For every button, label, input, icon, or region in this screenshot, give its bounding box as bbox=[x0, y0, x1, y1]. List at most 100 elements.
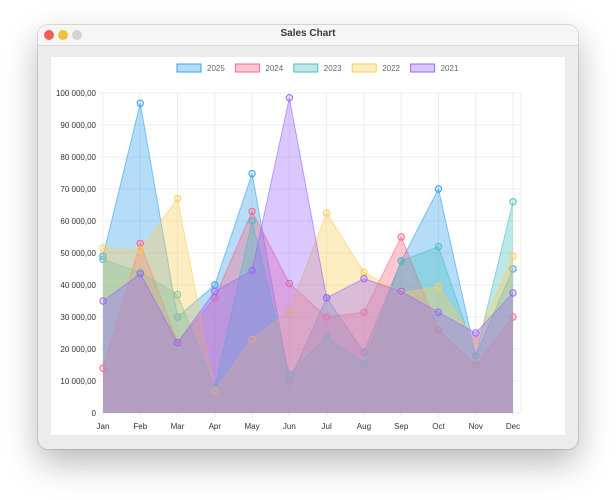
series-2021 bbox=[99, 94, 517, 414]
area-fill-2021 bbox=[103, 97, 513, 414]
legend-item-2022[interactable]: 2022 bbox=[351, 63, 401, 73]
data-point[interactable] bbox=[136, 99, 144, 107]
data-point[interactable] bbox=[360, 348, 368, 356]
data-point[interactable] bbox=[136, 239, 144, 248]
data-point[interactable] bbox=[211, 281, 219, 289]
legend-label: 2022 bbox=[382, 64, 400, 73]
data-point[interactable] bbox=[360, 274, 368, 283]
data-point[interactable] bbox=[360, 359, 368, 368]
y-tick-label: 0 bbox=[92, 409, 97, 418]
legend-swatch bbox=[176, 63, 202, 73]
data-point[interactable] bbox=[509, 265, 517, 273]
data-point[interactable] bbox=[285, 279, 294, 288]
data-point[interactable] bbox=[397, 233, 405, 241]
data-point[interactable] bbox=[285, 306, 294, 315]
chart-grid bbox=[99, 92, 522, 417]
data-point[interactable] bbox=[509, 289, 517, 297]
legend-label: 2023 bbox=[324, 64, 342, 73]
data-point[interactable] bbox=[248, 169, 256, 178]
x-tick-label: May bbox=[245, 422, 260, 431]
legend-item-2024[interactable]: 2024 bbox=[234, 63, 284, 73]
y-tick-label: 70 000,00 bbox=[60, 185, 96, 194]
data-point[interactable] bbox=[173, 338, 182, 347]
data-point[interactable] bbox=[285, 94, 294, 102]
series-2024 bbox=[99, 207, 517, 413]
data-point[interactable] bbox=[472, 361, 480, 369]
data-point[interactable] bbox=[99, 255, 107, 264]
data-point[interactable] bbox=[211, 386, 219, 395]
data-point[interactable] bbox=[173, 194, 182, 203]
data-point[interactable] bbox=[472, 351, 480, 360]
data-point[interactable] bbox=[99, 364, 107, 372]
legend-swatch bbox=[351, 63, 377, 73]
data-point[interactable] bbox=[509, 252, 517, 260]
y-tick-label: 20 000,00 bbox=[60, 345, 96, 354]
legend-label: 2024 bbox=[265, 64, 283, 73]
data-point[interactable] bbox=[285, 370, 294, 379]
data-point[interactable] bbox=[509, 198, 517, 206]
data-point[interactable] bbox=[173, 290, 182, 299]
data-point[interactable] bbox=[360, 308, 368, 316]
data-point[interactable] bbox=[360, 268, 368, 276]
data-point[interactable] bbox=[248, 217, 256, 225]
y-tick-label: 40 000,00 bbox=[60, 281, 96, 290]
chart-legend: 2025 2024 2023 2022 2021 bbox=[176, 63, 459, 73]
title-bar: Sales Chart bbox=[38, 25, 578, 46]
legend-label: 2021 bbox=[441, 64, 459, 73]
data-point[interactable] bbox=[434, 242, 443, 251]
data-point[interactable] bbox=[322, 313, 331, 321]
legend-item-2021[interactable]: 2021 bbox=[410, 63, 459, 73]
data-point[interactable] bbox=[434, 282, 443, 291]
y-tick-label: 100 000,00 bbox=[56, 89, 97, 98]
data-point[interactable] bbox=[434, 326, 443, 334]
area-chart: 0 10 000,00 20 000,00 30 000,00 40 000,00 50 … bbox=[56, 63, 522, 431]
data-point[interactable] bbox=[434, 308, 443, 316]
series-line-2022 bbox=[102, 197, 514, 392]
data-point[interactable] bbox=[509, 313, 517, 321]
legend-swatch bbox=[293, 63, 319, 73]
data-point[interactable] bbox=[322, 209, 331, 217]
area-fill-2024 bbox=[103, 211, 513, 413]
data-point[interactable] bbox=[322, 294, 331, 302]
data-point[interactable] bbox=[211, 287, 219, 296]
series-line-2025 bbox=[102, 103, 514, 383]
legend-item-2025[interactable]: 2025 bbox=[176, 63, 225, 73]
data-point[interactable] bbox=[472, 329, 480, 337]
x-tick-label: Sep bbox=[394, 422, 409, 431]
x-tick-label: Jan bbox=[97, 422, 110, 431]
data-point[interactable] bbox=[322, 332, 331, 340]
data-point[interactable] bbox=[472, 337, 480, 345]
y-tick-label: 60 000,00 bbox=[60, 217, 96, 226]
data-point[interactable] bbox=[397, 287, 405, 296]
x-tick-label: Nov bbox=[469, 422, 483, 431]
close-button[interactable] bbox=[44, 30, 54, 40]
data-point[interactable] bbox=[99, 297, 107, 305]
area-fill-2025 bbox=[103, 103, 513, 414]
legend-label: 2025 bbox=[207, 64, 225, 73]
series-2023 bbox=[99, 198, 517, 413]
data-point[interactable] bbox=[136, 246, 144, 254]
y-tick-label: 30 000,00 bbox=[60, 313, 96, 322]
minimize-button[interactable] bbox=[58, 30, 68, 40]
legend-swatch bbox=[410, 63, 436, 73]
x-tick-label: Aug bbox=[357, 422, 371, 431]
data-point[interactable] bbox=[136, 270, 144, 278]
y-tick-label: 80 000,00 bbox=[60, 153, 96, 162]
data-point[interactable] bbox=[173, 313, 182, 321]
data-point[interactable] bbox=[248, 266, 256, 275]
x-tick-label: Apr bbox=[209, 422, 222, 431]
area-fill-2023 bbox=[103, 201, 513, 413]
x-tick-label: Oct bbox=[432, 422, 445, 431]
x-tick-label: Dec bbox=[506, 422, 520, 431]
x-tick-label: Mar bbox=[171, 422, 185, 431]
zoom-button[interactable] bbox=[72, 30, 82, 40]
data-point[interactable] bbox=[397, 257, 405, 265]
data-point[interactable] bbox=[248, 335, 256, 344]
x-tick-label: Jul bbox=[322, 422, 332, 431]
legend-item-2023[interactable]: 2023 bbox=[293, 63, 342, 73]
data-point[interactable] bbox=[434, 185, 443, 193]
data-point[interactable] bbox=[248, 207, 256, 216]
x-tick-label: Jun bbox=[283, 422, 296, 431]
legend-swatch bbox=[234, 63, 260, 73]
data-point[interactable] bbox=[99, 244, 107, 252]
